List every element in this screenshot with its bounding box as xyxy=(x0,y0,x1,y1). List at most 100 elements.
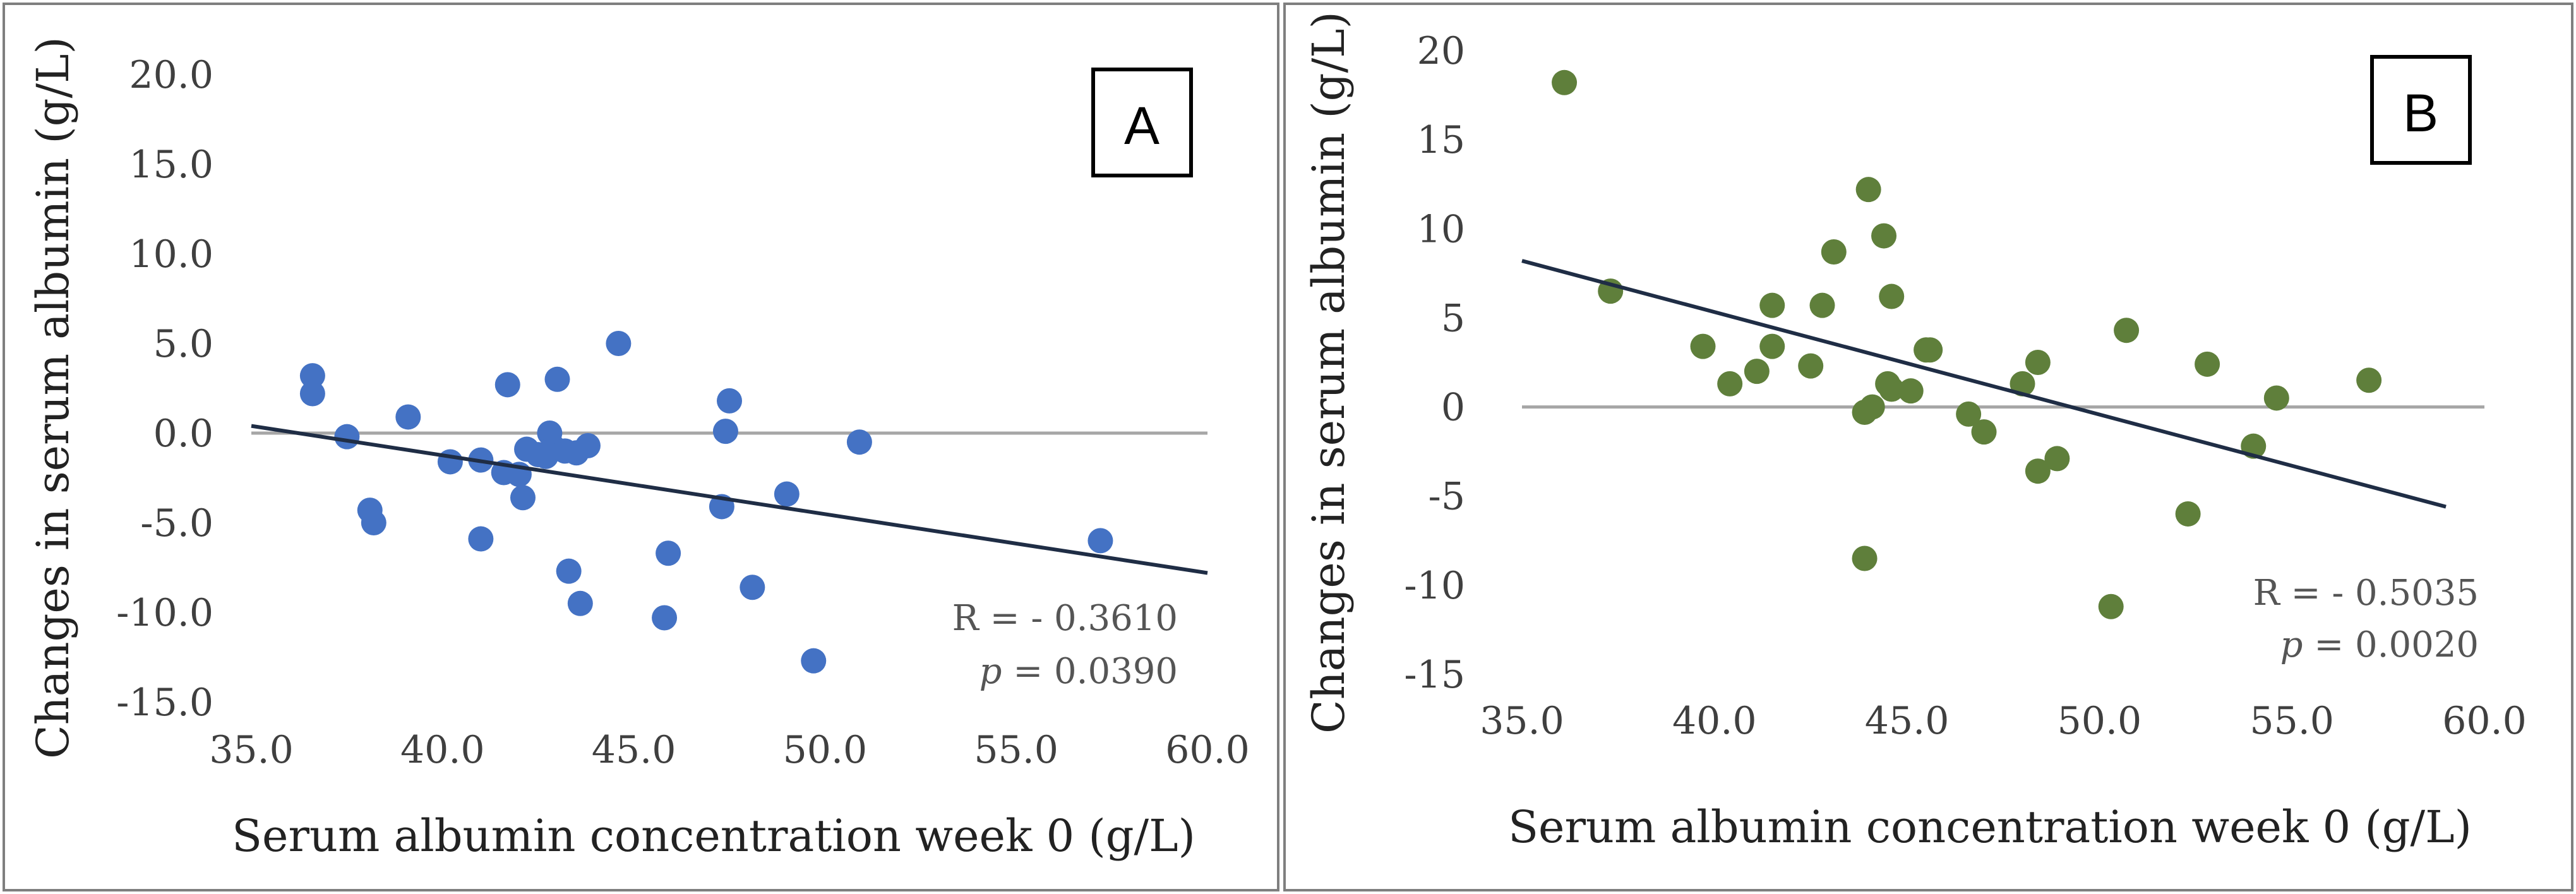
panel-a-label: A xyxy=(1124,96,1159,155)
panel-b-p-symbol: p xyxy=(2280,624,2303,665)
panel-b-data-point xyxy=(1759,333,1785,359)
panel-b-p-number: = 0.0020 xyxy=(2303,624,2479,665)
panel-b-y-tick-label: 20 xyxy=(1417,29,1465,73)
panel-a-x-tick-label: 55.0 xyxy=(974,728,1058,772)
panel-b-y-tick-label: 5 xyxy=(1441,296,1465,340)
panel-b-data-point xyxy=(1759,292,1785,318)
panel-b-data-point xyxy=(1821,239,1847,265)
panel-b-data-point xyxy=(1879,283,1905,309)
panel-a-data-point xyxy=(774,481,800,507)
panel-a-data-point xyxy=(846,429,872,455)
panel-a-x-tick-label: 50.0 xyxy=(783,728,868,772)
panel-b-data-point xyxy=(2044,446,2070,472)
panel-b: 20 15 10 5 0 -5 -10 -15 35.0 40.0 45.0 50.0 55.0 60.0… xyxy=(1283,3,2573,891)
panel-a-label-box xyxy=(1091,68,1193,177)
panel-a-x-axis-title: Serum albumin concentration week 0 (g/L) xyxy=(232,810,1195,862)
panel-b-data-point xyxy=(1690,333,1716,359)
panel-b-x-tick-label: 50.0 xyxy=(2058,699,2142,743)
panel-a-y-axis-title: Changes in serum albumin (g/L) xyxy=(27,37,79,759)
panel-b-data-point xyxy=(2010,371,2035,396)
panel-b-y-tick-label: 10 xyxy=(1417,207,1465,251)
panel-a-data-point xyxy=(437,449,463,475)
panel-a-data-point xyxy=(740,575,765,600)
panel-b-data-point xyxy=(2098,593,2124,619)
panel-a-data-point xyxy=(299,363,325,389)
panel-b-data-point xyxy=(1898,378,1924,404)
panel-a-data-point xyxy=(656,540,681,566)
panel-a-p-symbol: p xyxy=(979,651,1002,692)
panel-a-y-tick-label: -10.0 xyxy=(116,591,213,635)
panel-b-y-tick-label: -10 xyxy=(1404,564,1465,608)
panel-b-data-point xyxy=(1852,545,1878,571)
panel-a-data-point xyxy=(717,388,742,414)
panel-a-data-point xyxy=(334,424,360,450)
panel-b-data-point xyxy=(1552,69,1578,95)
panel-b-x-tick-label: 60.0 xyxy=(2442,699,2527,743)
panel-b-r-value: R = - 0.5035 xyxy=(2253,573,2479,614)
panel-a-trend-line xyxy=(251,424,1208,575)
panel-a-data-point xyxy=(468,526,494,552)
panel-a-y-tick-label: -15.0 xyxy=(116,681,213,725)
panel-a-y-tick-label: 10.0 xyxy=(129,232,213,277)
panel-a-x-tick-label: 45.0 xyxy=(592,728,676,772)
panel-b-y-axis-title: Changes in serum albumin (g/L) xyxy=(1303,11,1355,734)
panel-a-p-number: = 0.0390 xyxy=(1002,651,1178,692)
panel-b-data-point xyxy=(2263,385,2289,411)
panel-a-data-point xyxy=(1087,528,1113,554)
panel-a-y-tick-label: 20.0 xyxy=(129,53,213,97)
panel-b-data-point xyxy=(1971,419,1997,445)
panel-b-border xyxy=(1283,3,2573,891)
panel-b-data-point xyxy=(2025,350,2051,375)
panel-a-x-tick-label: 60.0 xyxy=(1165,728,1250,772)
panel-b-plot-layer: 20 15 10 5 0 -5 -10 -15 35.0 40.0 45.0 50.0 55.0 60.0 xyxy=(1404,29,2526,743)
panel-a-r-value: R = - 0.3610 xyxy=(952,598,1178,639)
panel-b-data-point xyxy=(2025,458,2051,484)
panel-b-data-point xyxy=(2356,367,2382,393)
panel-a-y-tick-label: 15.0 xyxy=(129,143,213,187)
panel-b-x-tick-label: 35.0 xyxy=(1480,699,1564,743)
panel-a-p-value: p = 0.0390 xyxy=(979,651,1178,692)
panel-a-border xyxy=(3,3,1279,891)
panel-b-y-tick-label: -15 xyxy=(1404,653,1465,697)
panel-b-x-tick-label: 45.0 xyxy=(1865,699,1950,743)
panel-b-data-point xyxy=(1956,401,1982,427)
panel-a-data-point xyxy=(510,485,536,511)
panel-b-data-point xyxy=(1809,292,1835,318)
panel-b-y-tick-label: 0 xyxy=(1441,386,1465,430)
panel-b-y-tick-label: -5 xyxy=(1429,475,1465,519)
panel-a-x-tick-label: 35.0 xyxy=(209,728,294,772)
panel-a-x-tick-label: 40.0 xyxy=(400,728,485,772)
panel-b-label-box xyxy=(2370,55,2472,165)
panel-a-data-point xyxy=(567,590,593,616)
panel-b-p-value: p = 0.0020 xyxy=(2280,624,2479,665)
panel-a-data-point xyxy=(606,331,632,356)
panel-b-data-point xyxy=(2114,318,2140,343)
panel-b-y-tick-label: 15 xyxy=(1417,118,1465,162)
panel-a-data-point xyxy=(652,605,678,631)
panel-b-x-axis-title: Serum albumin concentration week 0 (g/L) xyxy=(1508,801,2472,853)
panel-a: 20.0 15.0 10.0 5.0 0.0 -5.0 -10.0 -15.035.0 40.0… xyxy=(3,3,1279,891)
panel-a-plot-layer: 20.0 15.0 10.0 5.0 0.0 -5.0 -10.0 -15.035.0 40.0… xyxy=(116,53,1250,772)
panel-a-data-point xyxy=(801,648,827,674)
panel-b-data-point xyxy=(1798,353,1824,379)
panel-a-data-point xyxy=(395,404,421,430)
panel-a-data-point xyxy=(361,510,386,535)
panel-a-data-point xyxy=(494,372,520,398)
panel-a-y-tick-label: 0.0 xyxy=(153,412,213,456)
panel-b-data-point xyxy=(1917,337,1943,363)
panel-b-x-tick-label: 40.0 xyxy=(1672,699,1757,743)
panel-b-data-point xyxy=(1859,394,1885,420)
panel-b-data-point xyxy=(1744,359,1770,384)
panel-a-data-point xyxy=(556,558,582,584)
panel-b-data-point xyxy=(2195,351,2220,377)
panel-a-data-point xyxy=(575,432,601,458)
panel-b-x-tick-label: 55.0 xyxy=(2250,699,2334,743)
panel-a-y-tick-label: -5.0 xyxy=(140,501,213,545)
panel-a-data-point xyxy=(712,419,738,444)
panel-b-data-point xyxy=(1717,371,1743,396)
panel-b-label: B xyxy=(2403,83,2438,143)
panel-a-data-point xyxy=(299,381,325,407)
